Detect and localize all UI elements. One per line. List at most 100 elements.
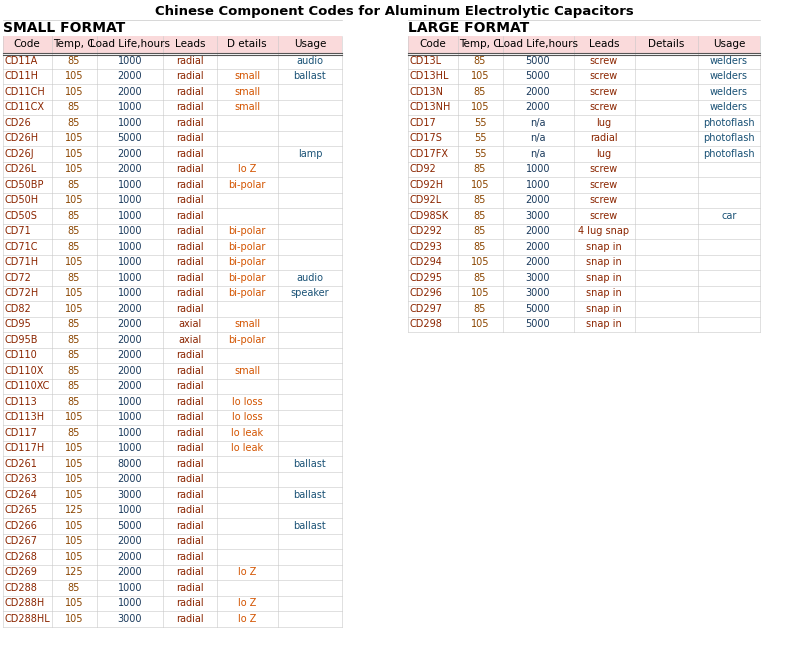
Text: Code: Code [420, 39, 446, 49]
Text: CD295: CD295 [410, 273, 443, 283]
Text: 125: 125 [65, 505, 84, 515]
Text: axial: axial [178, 335, 202, 345]
Text: radial: radial [177, 381, 204, 391]
Text: CD293: CD293 [410, 242, 443, 252]
Text: 85: 85 [474, 87, 486, 97]
Text: radial: radial [177, 505, 204, 515]
Text: CD26J: CD26J [5, 148, 35, 159]
Text: CD71H: CD71H [5, 257, 39, 268]
Text: 2000: 2000 [117, 164, 143, 174]
Text: radial: radial [177, 195, 204, 205]
Text: snap in: snap in [586, 257, 622, 268]
Text: 2000: 2000 [526, 242, 550, 252]
Text: 85: 85 [68, 102, 80, 112]
Text: radial: radial [177, 87, 204, 97]
Text: 105: 105 [65, 412, 84, 422]
Text: 3000: 3000 [526, 211, 550, 221]
Text: 1000: 1000 [117, 102, 143, 112]
Text: 2000: 2000 [526, 227, 550, 236]
Text: CD13L: CD13L [410, 56, 442, 66]
Text: 105: 105 [470, 288, 489, 298]
Text: 105: 105 [470, 180, 489, 189]
Text: CD71: CD71 [5, 227, 32, 236]
Text: CD95: CD95 [5, 319, 32, 329]
Text: n/a: n/a [530, 133, 546, 143]
Text: CD117: CD117 [5, 428, 38, 437]
Text: CD13N: CD13N [410, 87, 444, 97]
Text: 85: 85 [68, 273, 80, 283]
Text: screw: screw [590, 56, 618, 66]
Text: radial: radial [590, 133, 618, 143]
Text: 2000: 2000 [117, 148, 143, 159]
Text: 1000: 1000 [117, 396, 143, 407]
Text: radial: radial [177, 583, 204, 593]
Text: screw: screw [590, 195, 618, 205]
Text: 2000: 2000 [526, 102, 550, 112]
Text: ballast: ballast [294, 521, 326, 531]
Text: photoflash: photoflash [703, 133, 755, 143]
Text: CD71C: CD71C [5, 242, 39, 252]
Text: 1000: 1000 [117, 273, 143, 283]
Text: car: car [721, 211, 737, 221]
Text: welders: welders [710, 102, 748, 112]
Text: small: small [234, 102, 260, 112]
Text: CD17FX: CD17FX [410, 148, 449, 159]
Text: lo Z: lo Z [238, 164, 256, 174]
Text: ballast: ballast [294, 459, 326, 469]
Text: 1000: 1000 [526, 180, 550, 189]
Text: bi-polar: bi-polar [229, 180, 266, 189]
Text: CD292: CD292 [410, 227, 443, 236]
Text: 1000: 1000 [117, 288, 143, 298]
Text: 2000: 2000 [526, 195, 550, 205]
Text: radial: radial [177, 614, 204, 624]
Text: radial: radial [177, 288, 204, 298]
Text: radial: radial [177, 164, 204, 174]
Text: radial: radial [177, 396, 204, 407]
Text: ballast: ballast [294, 71, 326, 81]
Text: small: small [234, 71, 260, 81]
Text: lo leak: lo leak [231, 428, 263, 437]
Text: CD288H: CD288H [5, 598, 45, 608]
Text: CD113H: CD113H [5, 412, 45, 422]
Text: CD72: CD72 [5, 273, 32, 283]
Text: CD11CH: CD11CH [5, 87, 46, 97]
Text: 1000: 1000 [117, 227, 143, 236]
Text: 85: 85 [474, 164, 486, 174]
Text: 105: 105 [65, 598, 84, 608]
Text: CD26: CD26 [5, 118, 32, 128]
Text: lamp: lamp [298, 148, 322, 159]
Text: 105: 105 [470, 257, 489, 268]
Text: welders: welders [710, 71, 748, 81]
Text: radial: radial [177, 273, 204, 283]
Text: snap in: snap in [586, 319, 622, 329]
Text: 1000: 1000 [117, 598, 143, 608]
Text: 105: 105 [65, 614, 84, 624]
Text: 85: 85 [68, 180, 80, 189]
Bar [3, 36, 342, 53]
Text: 105: 105 [65, 443, 84, 453]
Text: bi-polar: bi-polar [229, 257, 266, 268]
Text: Usage: Usage [713, 39, 745, 49]
Text: 2000: 2000 [526, 87, 550, 97]
Text: 85: 85 [68, 583, 80, 593]
Text: 4 lug snap: 4 lug snap [578, 227, 630, 236]
Text: lo Z: lo Z [238, 567, 256, 577]
Text: 85: 85 [68, 350, 80, 360]
Text: 105: 105 [65, 164, 84, 174]
Text: 85: 85 [474, 242, 486, 252]
Text: radial: radial [177, 211, 204, 221]
Text: small: small [234, 87, 260, 97]
Text: n/a: n/a [530, 148, 546, 159]
Text: lo loss: lo loss [232, 412, 262, 422]
Text: radial: radial [177, 180, 204, 189]
Text: CD92H: CD92H [410, 180, 444, 189]
Text: CD263: CD263 [5, 474, 38, 484]
Text: 105: 105 [470, 319, 489, 329]
Text: 105: 105 [470, 71, 489, 81]
Text: CD296: CD296 [410, 288, 443, 298]
Text: 85: 85 [68, 211, 80, 221]
Text: CD261: CD261 [5, 459, 38, 469]
Text: 3000: 3000 [526, 288, 550, 298]
Text: radial: radial [177, 148, 204, 159]
Text: 1000: 1000 [117, 195, 143, 205]
